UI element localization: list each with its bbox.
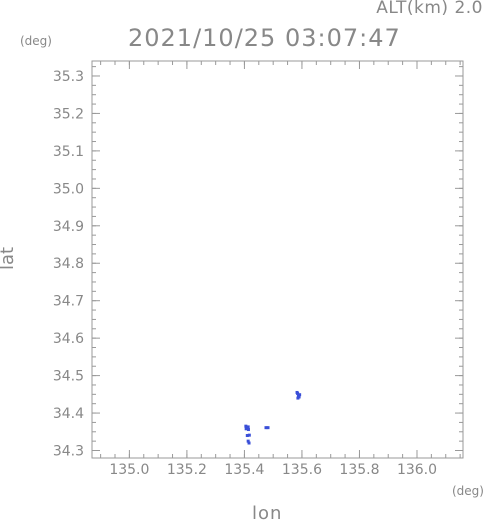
- y-tick-label: 35.3: [53, 69, 84, 85]
- x-tick-label: 135.0: [109, 462, 149, 478]
- data-point: [296, 396, 300, 400]
- data-point: [246, 439, 250, 443]
- chart-title: 2021/10/25 03:07:47: [128, 24, 401, 52]
- plot-frame: [91, 60, 464, 459]
- x-tick-label: 135.4: [224, 462, 264, 478]
- data-point: [246, 428, 250, 432]
- x-tick-label: 136.0: [397, 462, 437, 478]
- y-tick-label: 34.6: [53, 331, 84, 347]
- x-axis-label: lon: [252, 503, 283, 524]
- data-point: [246, 425, 250, 429]
- y-tick-label: 35.1: [53, 144, 84, 160]
- data-point: [245, 434, 249, 438]
- data-point: [266, 426, 270, 430]
- y-axis-unit: (deg): [20, 34, 52, 48]
- altitude-label: ALT(km) 2.0: [376, 0, 483, 18]
- y-tick-label: 35.0: [53, 181, 84, 197]
- data-point: [264, 426, 268, 430]
- data-point: [247, 441, 251, 445]
- x-axis-unit: (deg): [452, 484, 484, 498]
- y-tick-label: 34.7: [53, 294, 84, 310]
- data-point: [247, 433, 251, 437]
- y-tick-label: 34.3: [53, 444, 84, 460]
- y-tick-label: 34.8: [53, 256, 84, 272]
- y-tick-label: 34.9: [53, 219, 84, 235]
- data-point: [298, 393, 302, 397]
- x-tick-label: 135.2: [167, 462, 207, 478]
- x-tick-label: 135.8: [339, 462, 379, 478]
- data-point: [244, 427, 248, 431]
- data-point: [295, 390, 299, 394]
- y-tick-label: 34.5: [53, 369, 84, 385]
- x-tick-label: 135.6: [282, 462, 322, 478]
- data-point: [244, 424, 248, 428]
- y-tick-label: 34.4: [53, 406, 84, 422]
- y-tick-label: 35.2: [53, 106, 84, 122]
